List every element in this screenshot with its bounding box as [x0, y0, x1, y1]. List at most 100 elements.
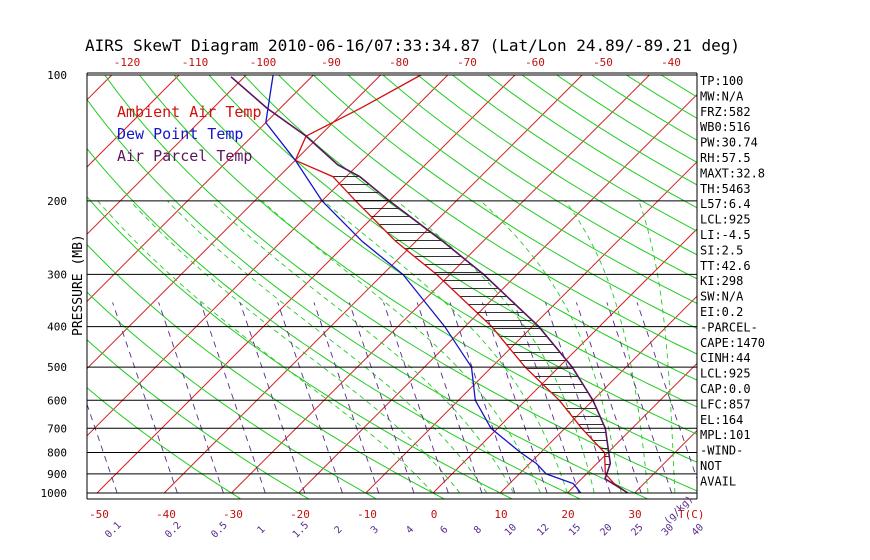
sounding-curves	[230, 74, 629, 494]
top-temp-tick-label: -80	[389, 56, 409, 69]
pressure-tick-label: 800	[47, 446, 67, 459]
mixing-ratio-line	[112, 302, 178, 494]
dry-adiabat-line	[382, 74, 697, 280]
index-entry: RH:57.5	[700, 151, 751, 165]
top-temp-tick-label: -90	[321, 56, 341, 69]
mixing-ratio-line	[87, 402, 118, 494]
dry-adiabat-line	[87, 243, 446, 499]
pressure-tick-label: 400	[47, 321, 67, 334]
dry-adiabat-line	[452, 74, 697, 232]
isotherm-line	[567, 362, 697, 494]
isotherm-line	[87, 74, 381, 370]
isotherm-line	[432, 228, 697, 494]
index-entry: CINH:44	[700, 351, 751, 365]
moist-adiabat-line	[261, 200, 541, 494]
index-entry: LCL:925	[700, 213, 751, 227]
bottom-temp-tick-label: 20	[561, 508, 574, 521]
index-entry: WB0:516	[700, 120, 751, 134]
mixing-ratio-label: 0.5	[209, 520, 230, 541]
dry-adiabat-line	[417, 74, 697, 256]
index-entry: -PARCEL-	[700, 320, 758, 334]
moist-adiabat-line	[166, 200, 488, 494]
index-entry: MAXT:32.8	[700, 166, 765, 180]
chart-title: AIRS SkewT Diagram 2010-06-16/07:33:34.8…	[85, 36, 740, 55]
pressure-tick-label: 700	[47, 422, 67, 435]
pressure-tick-label: 900	[47, 468, 67, 481]
bottom-temp-tick-label: -30	[223, 508, 243, 521]
isotherm-line	[499, 295, 697, 494]
dry-adiabat-line	[87, 291, 378, 499]
index-entry: TH:5463	[700, 182, 751, 196]
top-temp-tick-label: -110	[182, 56, 209, 69]
isotherm-line	[87, 74, 180, 168]
dry-adiabat-line	[104, 74, 697, 492]
isotherm-line	[87, 74, 247, 235]
isotherm-line	[0, 75, 45, 493]
mixing-ratio-label: 25	[629, 522, 645, 538]
dry-adiabat-line	[487, 74, 697, 209]
mixing-ratio-label: 15	[567, 522, 583, 538]
index-entry: FRZ:582	[700, 105, 751, 119]
x-axis-label: T(C)	[678, 508, 705, 521]
index-entry: PW:30.74	[700, 136, 758, 150]
mixing-ratio-label: 8	[472, 524, 484, 536]
isotherm-line	[298, 93, 697, 494]
parcel-temp-line	[230, 76, 629, 494]
top-temp-tick-label: -120	[114, 56, 141, 69]
mixing-ratio-label: 40	[690, 522, 706, 538]
index-entry: CAP:0.0	[700, 382, 751, 396]
legend-entry: Dew Point Temp	[117, 125, 243, 143]
isotherm-line	[769, 75, 870, 493]
bottom-temp-tick-label: 0	[431, 508, 438, 521]
top-temp-tick-label: -100	[250, 56, 277, 69]
mixing-ratio-label: 1	[256, 524, 268, 536]
mixing-ratio-line	[348, 302, 415, 494]
moist-adiabat-line	[97, 200, 434, 494]
pressure-tick-label: 100	[47, 69, 67, 82]
mixing-ratio-label: 2	[333, 524, 345, 536]
mixing-ratio-label: 0.2	[163, 520, 184, 541]
mixing-ratio-line	[606, 302, 673, 494]
mixing-ratio-line	[239, 302, 306, 494]
pressure-lines: 100 200 300 400 500 600 700 800 900 1000	[41, 69, 697, 500]
pressure-tick-label: 1000	[41, 487, 68, 500]
index-entry: -WIND-	[700, 444, 743, 458]
index-entry: EL:164	[700, 413, 743, 427]
bottom-temp-tick-label: 30	[628, 508, 641, 521]
index-entry: MPL:101	[700, 428, 751, 442]
bottom-temp-tick-label: -20	[290, 508, 310, 521]
dry-adiabat-line	[278, 74, 697, 355]
pressure-tick-label: 200	[47, 195, 67, 208]
mixing-ratio-label: 12	[535, 522, 551, 538]
moist-adiabat-line	[210, 200, 514, 494]
dry-adiabat-line	[243, 74, 697, 381]
index-entry: LCL:925	[700, 367, 751, 381]
mixing-ratio-label: 6	[439, 524, 451, 536]
mixing-ratio-label: 0.1	[103, 520, 124, 541]
mixing-ratio-label: 20	[598, 522, 614, 538]
mixing-ratio-line	[158, 302, 224, 494]
bottom-temp-tick-label: -10	[357, 508, 377, 521]
dry-adiabat-line	[347, 74, 697, 304]
mixing-ratio-label: 4	[404, 524, 416, 536]
index-entry: CAPE:1470	[700, 336, 765, 350]
mixing-ratio-line	[416, 302, 483, 494]
dry-adiabat-line	[313, 74, 697, 330]
legend-entry: Air Parcel Temp	[117, 147, 252, 165]
top-temp-tick-label: -60	[525, 56, 545, 69]
index-entry: L57:6.4	[700, 197, 751, 211]
isotherm-line	[87, 74, 314, 303]
isotherm-line	[87, 74, 449, 437]
top-temp-tick-label: -50	[593, 56, 613, 69]
index-entry: KI:298	[700, 274, 743, 288]
index-entry: TT:42.6	[700, 259, 751, 273]
bottom-temp-tick-label: -40	[156, 508, 176, 521]
index-entry: TP:100	[700, 74, 743, 88]
dry-adiabat-line	[87, 387, 242, 499]
pressure-tick-label: 500	[47, 361, 67, 374]
mixing-ratio-line	[449, 302, 516, 494]
dry-adiabat-line	[173, 74, 697, 435]
dry-adiabat-line	[521, 74, 697, 186]
